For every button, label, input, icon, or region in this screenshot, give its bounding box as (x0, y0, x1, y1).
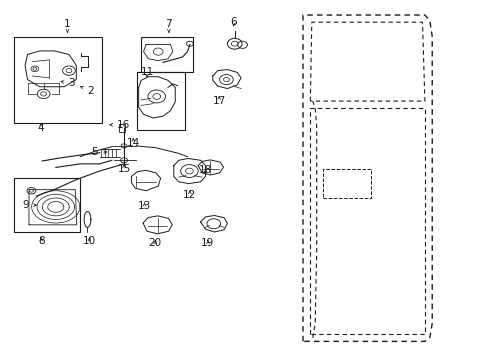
Text: 4: 4 (38, 123, 44, 133)
Text: 19: 19 (201, 238, 214, 248)
Text: 1: 1 (64, 19, 71, 32)
Bar (137, 72, 184, 130)
Bar (119, 125, 125, 132)
Bar (14, 178, 80, 232)
Text: 6: 6 (230, 17, 237, 27)
Text: 16: 16 (110, 120, 130, 130)
Text: 15: 15 (117, 164, 130, 174)
Text: 17: 17 (212, 96, 225, 106)
Text: 18: 18 (199, 165, 212, 175)
Text: 7: 7 (165, 19, 172, 32)
Text: 13: 13 (138, 201, 151, 211)
Text: 2: 2 (81, 86, 94, 96)
Text: 3: 3 (61, 78, 75, 88)
Text: 20: 20 (148, 238, 162, 248)
Text: 5: 5 (91, 147, 106, 157)
Text: 8: 8 (38, 236, 44, 246)
Text: 11: 11 (140, 67, 153, 77)
Text: 10: 10 (82, 236, 96, 246)
Text: 9: 9 (22, 200, 36, 210)
Bar (141, 37, 193, 72)
Bar (14, 37, 102, 123)
Text: 14: 14 (126, 138, 140, 148)
Text: 12: 12 (183, 190, 196, 200)
Bar (322, 169, 370, 198)
